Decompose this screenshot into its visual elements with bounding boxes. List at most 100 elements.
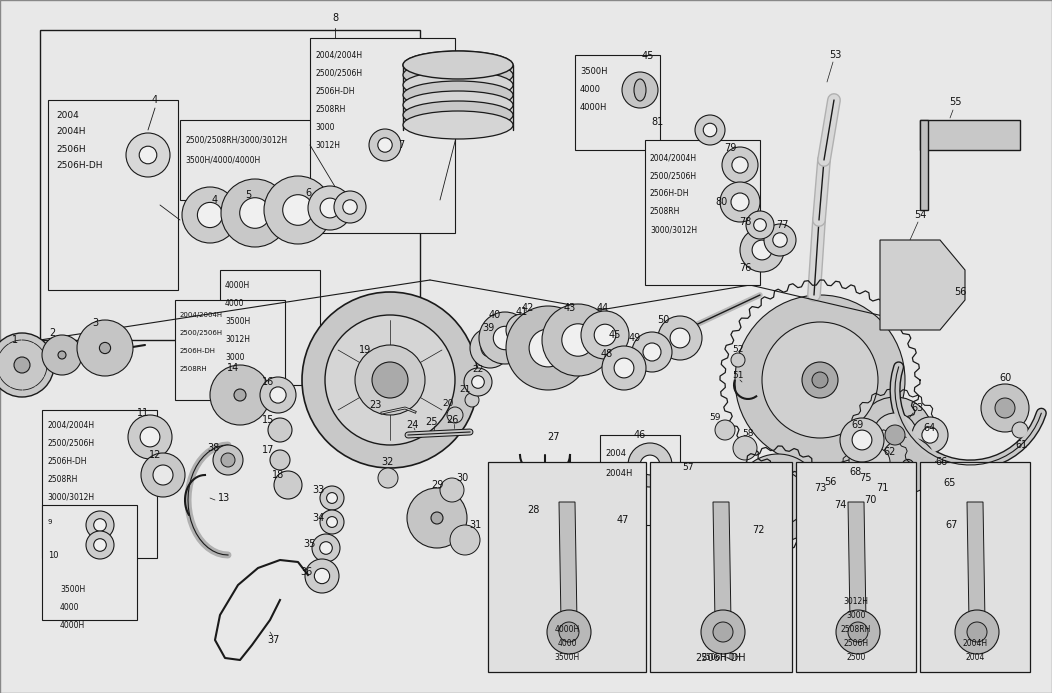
Text: 4000: 4000 [60, 604, 80, 613]
Circle shape [493, 326, 517, 350]
Circle shape [594, 324, 615, 346]
Circle shape [701, 610, 745, 654]
Text: 73: 73 [814, 483, 826, 493]
Circle shape [479, 312, 531, 364]
Ellipse shape [634, 79, 646, 101]
Text: 57: 57 [683, 464, 693, 473]
Text: 65: 65 [944, 478, 956, 488]
Text: 19: 19 [359, 345, 371, 355]
Text: 45: 45 [642, 51, 654, 61]
Text: 77: 77 [775, 220, 788, 230]
Circle shape [735, 295, 905, 465]
Circle shape [481, 339, 499, 357]
Circle shape [450, 525, 480, 555]
Text: 2506H-DH: 2506H-DH [702, 653, 741, 662]
Circle shape [622, 72, 658, 108]
Circle shape [839, 418, 884, 462]
Circle shape [302, 292, 478, 468]
Circle shape [240, 198, 270, 228]
Text: 2508RH: 2508RH [841, 624, 871, 633]
Text: 33: 33 [311, 485, 324, 495]
Text: 45: 45 [609, 330, 621, 340]
Circle shape [852, 430, 872, 450]
Text: 44: 44 [596, 303, 609, 313]
Text: 53: 53 [829, 50, 842, 60]
Text: 7: 7 [398, 140, 404, 150]
Circle shape [465, 393, 479, 407]
Text: 2506H-DH: 2506H-DH [695, 653, 746, 663]
Text: 62: 62 [884, 447, 896, 457]
Circle shape [126, 133, 170, 177]
Circle shape [720, 182, 760, 222]
Circle shape [873, 413, 917, 457]
Circle shape [270, 387, 286, 403]
Circle shape [471, 376, 484, 388]
Bar [920, 462, 1030, 672]
Circle shape [506, 314, 538, 346]
Text: 34: 34 [311, 513, 324, 523]
Text: 75: 75 [858, 473, 871, 483]
Circle shape [343, 200, 358, 214]
Text: 3000: 3000 [225, 353, 244, 362]
Circle shape [734, 454, 822, 542]
Text: 48: 48 [601, 349, 613, 359]
Circle shape [940, 488, 956, 504]
Ellipse shape [403, 51, 513, 79]
Text: 60: 60 [999, 373, 1011, 383]
Text: 80: 80 [715, 197, 728, 207]
Text: 4000: 4000 [225, 299, 244, 308]
Text: 2506H-DH: 2506H-DH [315, 87, 355, 96]
Ellipse shape [403, 111, 513, 139]
Circle shape [640, 455, 660, 475]
Circle shape [703, 123, 716, 137]
Text: 36: 36 [300, 567, 312, 577]
Circle shape [210, 365, 270, 425]
Text: 52: 52 [732, 346, 744, 355]
Circle shape [746, 211, 774, 239]
Text: 2004H: 2004H [605, 468, 632, 477]
Text: 28: 28 [527, 505, 540, 515]
Circle shape [58, 351, 66, 359]
Circle shape [99, 342, 110, 353]
Text: 4000H: 4000H [554, 624, 580, 633]
Text: 12: 12 [148, 450, 161, 460]
Text: 3000: 3000 [846, 611, 866, 620]
Circle shape [274, 471, 302, 499]
Text: 40: 40 [489, 310, 501, 320]
Circle shape [658, 316, 702, 360]
Circle shape [562, 324, 594, 356]
Text: 24: 24 [406, 420, 419, 430]
Circle shape [153, 465, 173, 485]
Circle shape [141, 453, 185, 497]
Text: 29: 29 [431, 480, 443, 490]
Text: 42: 42 [522, 303, 534, 313]
Circle shape [715, 420, 735, 440]
Circle shape [581, 311, 629, 359]
Circle shape [731, 353, 745, 367]
Text: 70: 70 [864, 495, 876, 505]
Text: 27: 27 [547, 432, 560, 442]
Circle shape [42, 335, 82, 375]
Text: 11: 11 [137, 408, 149, 418]
Circle shape [312, 534, 340, 562]
Text: 2506H-DH: 2506H-DH [180, 348, 216, 354]
Circle shape [930, 465, 950, 485]
Text: 78: 78 [739, 217, 751, 227]
Bar [180, 120, 380, 200]
Text: 41: 41 [515, 307, 528, 317]
Circle shape [643, 343, 661, 361]
Bar [920, 120, 928, 210]
Circle shape [0, 333, 54, 397]
Circle shape [326, 493, 338, 503]
Text: 2506H-DH: 2506H-DH [650, 189, 689, 198]
Circle shape [260, 377, 296, 413]
Circle shape [128, 415, 171, 459]
Circle shape [670, 328, 690, 348]
Circle shape [753, 219, 766, 231]
Text: 2500/2506H: 2500/2506H [47, 439, 94, 448]
Circle shape [221, 179, 289, 247]
Circle shape [982, 384, 1029, 432]
Text: 6: 6 [305, 188, 311, 198]
Circle shape [447, 407, 463, 423]
Bar [575, 55, 660, 150]
